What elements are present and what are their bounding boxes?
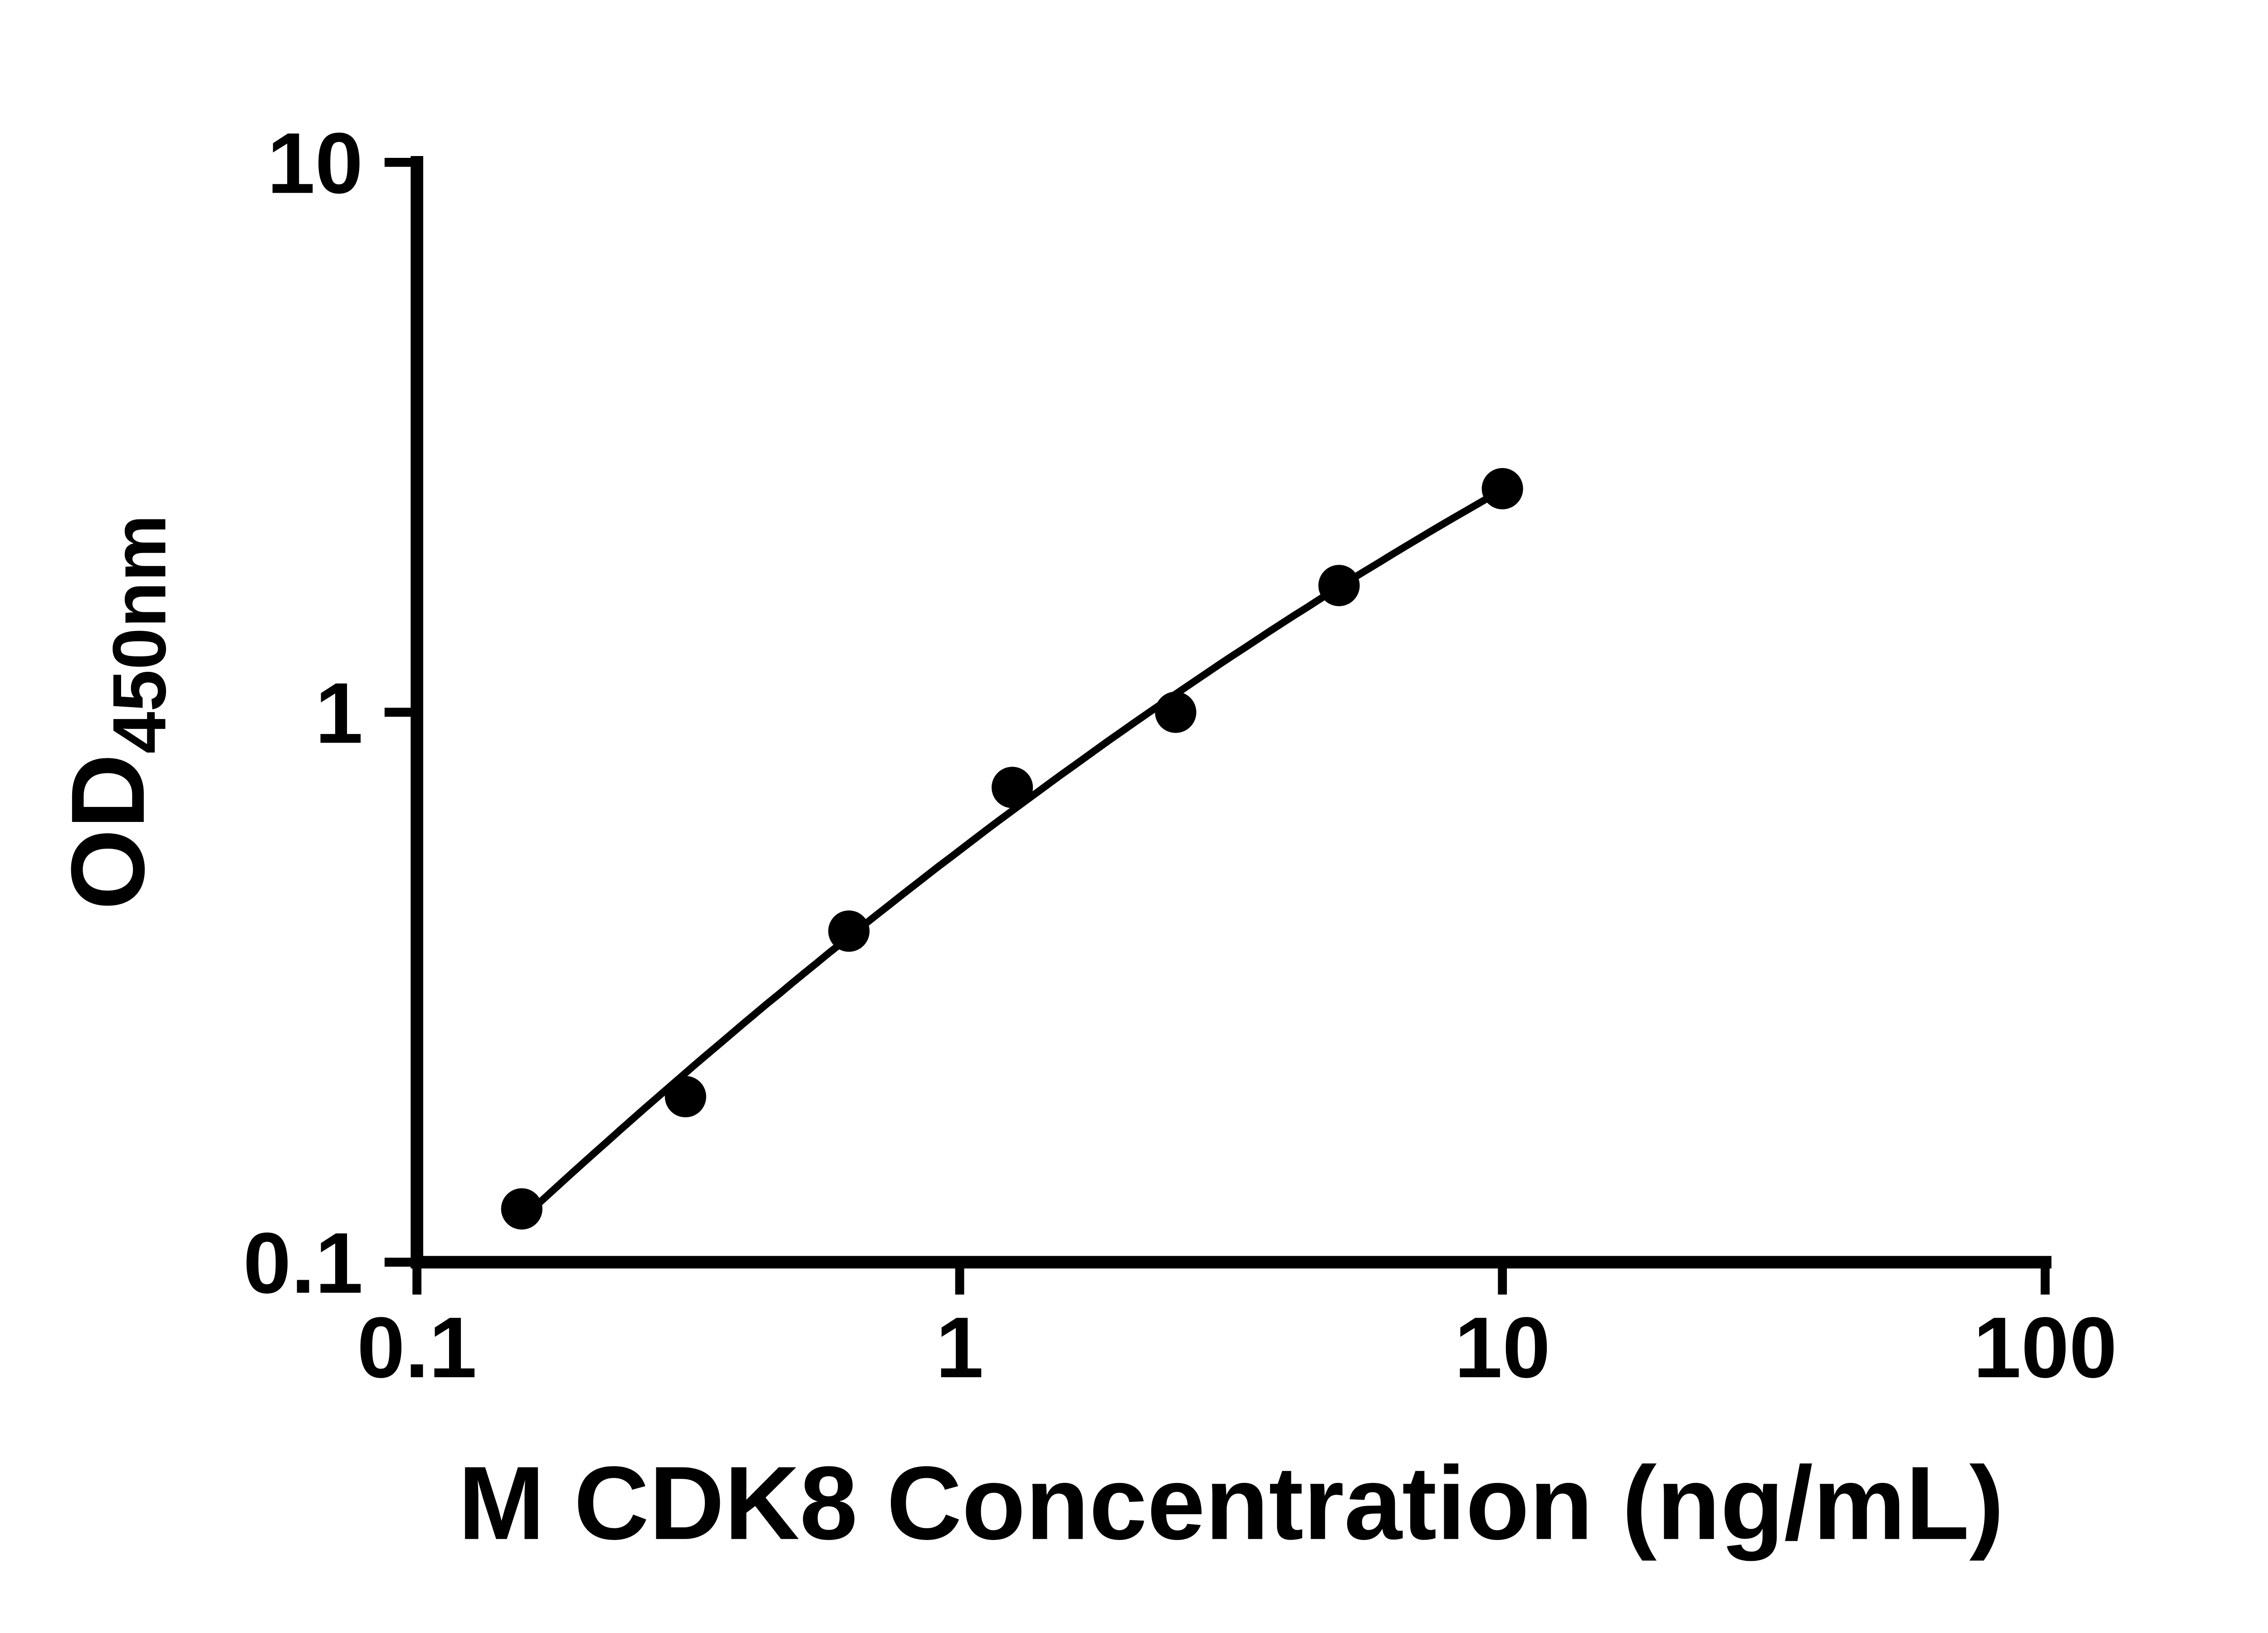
data-point: [1481, 468, 1523, 509]
data-point: [992, 767, 1033, 808]
y-axis-tick-label: 0.1: [243, 1215, 363, 1311]
data-point: [1155, 691, 1197, 733]
x-axis-tick-label: 0.1: [357, 1300, 477, 1396]
y-axis-title: OD450nm: [49, 514, 182, 910]
data-point: [828, 910, 870, 952]
y-axis-tick-label: 1: [315, 665, 363, 762]
data-point: [665, 1076, 706, 1118]
data-point: [1318, 565, 1360, 606]
data-point: [501, 1188, 543, 1230]
x-axis-title: M CDK8 Concentration (ng/mL): [458, 1445, 2004, 1561]
y-axis-tick-label: 10: [267, 115, 363, 211]
x-axis-tick-label: 10: [1454, 1300, 1550, 1396]
x-axis-tick-label: 100: [1973, 1300, 2117, 1396]
fit-curve: [519, 486, 1505, 1222]
x-axis-tick-label: 1: [936, 1300, 984, 1396]
